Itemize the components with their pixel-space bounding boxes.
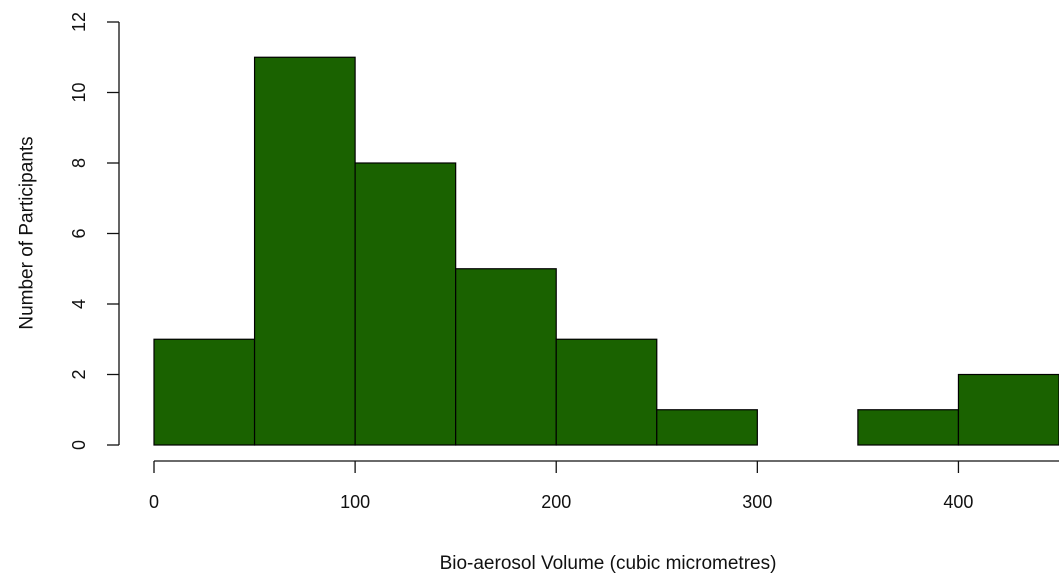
y-tick-label: 4 [69, 299, 89, 309]
x-axis: 0 100 200 300 400 [149, 460, 1059, 512]
y-tick-label: 2 [69, 369, 89, 379]
histogram-bar-7 [857, 409, 960, 446]
x-tick-label: 0 [149, 492, 159, 512]
y-tick-label: 12 [69, 12, 89, 32]
histogram-bar-5 [656, 409, 758, 446]
x-axis-title: Bio-aerosol Volume (cubic micrometres) [440, 553, 777, 574]
y-axis: 0 2 4 6 8 10 12 [69, 12, 120, 450]
histogram-bar-1 [253, 56, 356, 446]
histogram-bar-8 [957, 373, 1059, 446]
histogram-bars [153, 56, 1059, 446]
histogram-bar-0 [153, 338, 256, 446]
histogram-bar-3 [455, 268, 557, 446]
histogram-bar-2 [354, 162, 457, 446]
y-tick-label: 0 [69, 440, 89, 450]
y-tick-label: 6 [69, 228, 89, 238]
x-tick-label: 300 [742, 492, 772, 512]
x-tick-label: 200 [541, 492, 571, 512]
y-tick-label: 10 [69, 82, 89, 102]
x-tick-label: 100 [340, 492, 370, 512]
x-tick-label: 400 [943, 492, 973, 512]
y-axis-title: Number of Participants [17, 136, 38, 329]
y-tick-label: 8 [69, 158, 89, 168]
histogram-bar-4 [555, 338, 658, 446]
